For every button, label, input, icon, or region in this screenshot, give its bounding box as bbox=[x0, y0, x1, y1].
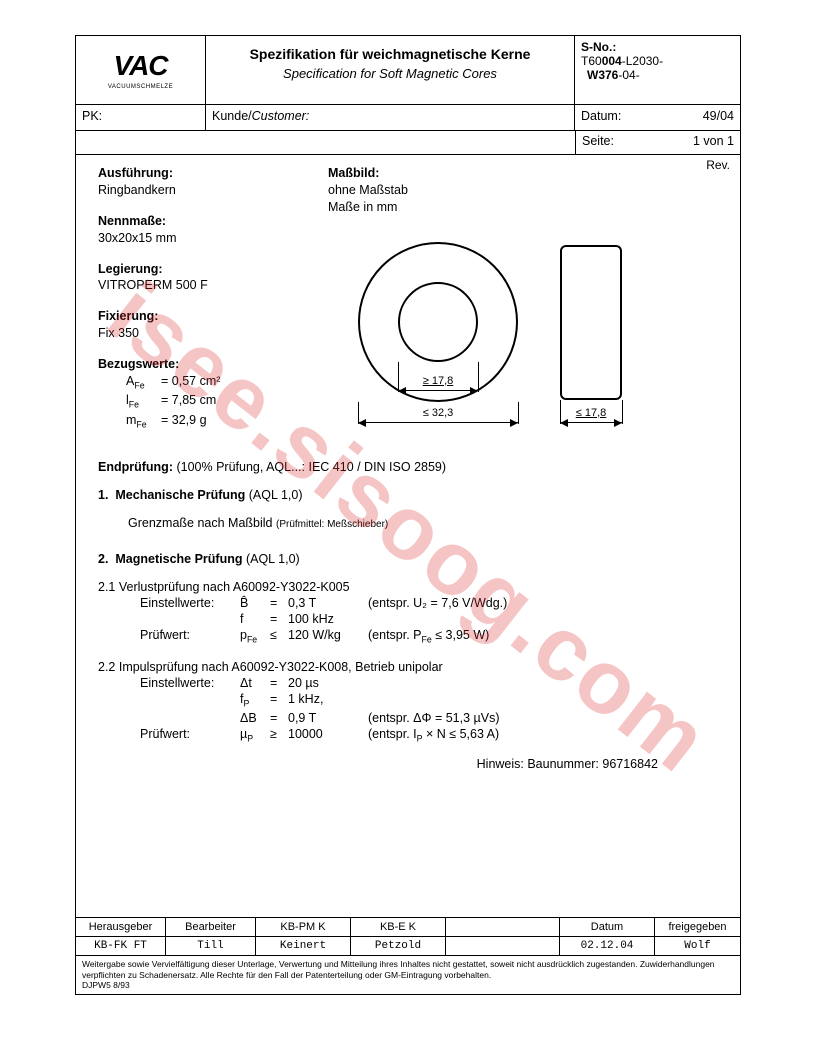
dim-outer: ≤ 32,3 bbox=[388, 407, 488, 419]
date-cell: Datum: 49/04 bbox=[575, 105, 740, 130]
footer-note: Weitergabe sowie Vervielfältigung dieser… bbox=[76, 955, 740, 994]
hinweis: Hinweis: Baunummer: 96716842 bbox=[98, 757, 658, 771]
date-value: 49/04 bbox=[703, 109, 734, 126]
spec-sheet: VAC VACUUMSCHMELZE Spezifikation für wei… bbox=[75, 35, 741, 995]
row-pk-customer: PK: Kunde/Customer: Datum: 49/04 bbox=[76, 105, 740, 131]
ausf-h: Ausführung: bbox=[98, 165, 288, 182]
ausf-v: Ringbandkern bbox=[98, 182, 288, 199]
endpruf-h: Endprüfung: bbox=[98, 460, 173, 474]
tests: Endprüfung: (100% Prüfung, AQL...: IEC 4… bbox=[98, 460, 718, 772]
sno-cell: S-No.: T60004-L2030- W376-04- bbox=[575, 36, 740, 104]
dim-inner-arrow bbox=[398, 390, 478, 391]
title-en: Specification for Soft Magnetic Cores bbox=[212, 66, 568, 81]
sno-line1: T60004-L2030- bbox=[581, 54, 734, 68]
logo-cell: VAC VACUUMSCHMELZE bbox=[76, 36, 206, 104]
side-rect bbox=[560, 245, 622, 400]
row-page: Seite: 1 von 1 bbox=[76, 131, 740, 155]
fix-v: Fix 350 bbox=[98, 325, 288, 342]
vac-logo: VAC bbox=[113, 50, 167, 82]
dim-inner: ≥ 17,8 bbox=[388, 375, 488, 387]
dim-height: ≤ 17,8 bbox=[541, 407, 641, 419]
footer-header-row: HerausgeberBearbeiterKB-PM KKB-E KDatumf… bbox=[76, 917, 740, 936]
fix-h: Fixierung: bbox=[98, 308, 288, 325]
mass-l2: Maße in mm bbox=[328, 199, 668, 216]
mass-l1: ohne Maßstab bbox=[328, 182, 668, 199]
nenn-h: Nennmaße: bbox=[98, 213, 288, 230]
nenn-v: 30x20x15 mm bbox=[98, 230, 288, 247]
drawing-block: Maßbild:ohne MaßstabMaße in mm ≥ 17,8 ≤ bbox=[328, 165, 668, 450]
endpruf-txt: (100% Prüfung, AQL...: IEC 410 / DIN ISO… bbox=[173, 460, 446, 474]
mass-h: Maßbild: bbox=[328, 165, 668, 182]
page-cell: Seite: 1 von 1 bbox=[575, 131, 740, 154]
sno-line2: W376-04- bbox=[581, 68, 734, 82]
s1-text: Grenzmaße nach Maßbild bbox=[128, 516, 276, 530]
footer: HerausgeberBearbeiterKB-PM KKB-E KDatumf… bbox=[76, 917, 740, 994]
ref-values: AFe= 0,57 cm² lFe= 7,85 cm mFe= 32,9 g bbox=[98, 373, 288, 431]
title-cell: Spezifikation für weichmagnetische Kerne… bbox=[206, 36, 575, 104]
header-row: VAC VACUUMSCHMELZE Spezifikation für wei… bbox=[76, 36, 740, 105]
dim-outer-arrow bbox=[358, 422, 518, 423]
footer-value-row: KB-FK FTTillKeinertPetzold02.12.04Wolf bbox=[76, 936, 740, 955]
body: Ausführung:Ringbandkern Nennmaße:30x20x1… bbox=[76, 155, 740, 777]
inner-circle bbox=[398, 282, 478, 362]
sno-label: S-No.: bbox=[581, 40, 734, 54]
s21: 2.1 Verlustprüfung nach A60092-Y3022-K00… bbox=[98, 580, 718, 594]
page-value: 1 von 1 bbox=[693, 134, 734, 151]
logo-subtext: VACUUMSCHMELZE bbox=[108, 84, 173, 90]
bez-h: Bezugswerte: bbox=[98, 356, 288, 373]
left-specs: Ausführung:Ringbandkern Nennmaße:30x20x1… bbox=[98, 165, 288, 450]
leg-h: Legierung: bbox=[98, 261, 288, 278]
ring-drawing: ≥ 17,8 ≤ 32,3 ≤ 17,8 bbox=[328, 230, 668, 450]
s2-heading: Magnetische Prüfung bbox=[115, 552, 242, 566]
dim-height-arrow bbox=[560, 422, 622, 423]
customer-cell: Kunde/Customer: bbox=[206, 105, 575, 130]
page-label: Seite: bbox=[582, 134, 614, 151]
date-label: Datum: bbox=[581, 109, 621, 126]
s22: 2.2 Impulsprüfung nach A60092-Y3022-K008… bbox=[98, 660, 718, 674]
s1-heading: Mechanische Prüfung bbox=[115, 488, 245, 502]
title-de: Spezifikation für weichmagnetische Kerne bbox=[212, 46, 568, 62]
leg-v: VITROPERM 500 F bbox=[98, 277, 288, 294]
pk-cell: PK: bbox=[76, 105, 206, 130]
